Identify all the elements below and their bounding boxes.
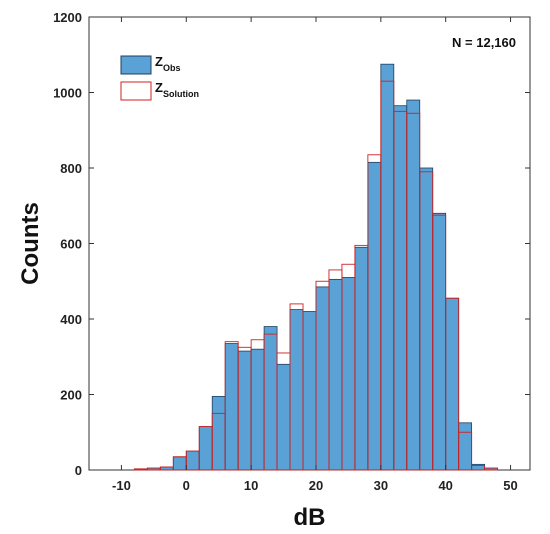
x-tick-label: 10	[244, 478, 258, 493]
sample-count-annotation: N = 12,160	[452, 35, 516, 50]
x-axis-label: dB	[294, 504, 326, 531]
plot-area: -10 0 10 20 30 40 50 0 200 400 600 800 1000 1200	[53, 10, 531, 493]
obs-bars	[133, 63, 498, 471]
y-tick-label: 1200	[53, 10, 82, 25]
y-tick-label: 0	[75, 463, 82, 478]
obs-bar	[276, 363, 291, 471]
y-tick-label: 600	[60, 237, 82, 252]
obs-bar	[224, 343, 239, 471]
solution-bar	[458, 431, 473, 471]
x-tick-label: 40	[438, 478, 452, 493]
obs-bar	[185, 450, 200, 471]
obs-bar	[172, 456, 187, 471]
obs-bar	[263, 326, 278, 471]
axis-tick-labels: -10 0 10 20 30 40 50 0 200 400 600 800 1000 1200	[53, 10, 518, 493]
axis-ticks	[89, 16, 530, 471]
solution-bar	[445, 297, 460, 471]
obs-bar	[328, 278, 343, 471]
obs-bar	[380, 63, 395, 471]
x-tick-label: 50	[503, 478, 517, 493]
obs-bar	[406, 99, 421, 471]
legend: ZObs ZSolution	[120, 54, 199, 101]
legend-swatch	[120, 55, 152, 75]
solution-bars	[133, 80, 499, 471]
x-tick-label: -10	[112, 478, 131, 493]
x-tick-label: 0	[183, 478, 190, 493]
legend-swatch	[120, 81, 152, 101]
obs-bar	[341, 277, 356, 471]
obs-bar	[250, 348, 265, 471]
obs-bar	[419, 167, 434, 471]
obs-bar	[354, 246, 369, 471]
x-tick-label: 30	[374, 478, 388, 493]
obs-bar	[159, 466, 174, 471]
obs-bar	[289, 309, 304, 471]
obs-bar	[302, 311, 317, 471]
obs-bar	[367, 161, 382, 471]
y-tick-label: 400	[60, 312, 82, 327]
y-tick-label: 200	[60, 388, 82, 403]
obs-bar	[445, 297, 460, 471]
legend-label: ZObs	[155, 54, 180, 73]
y-axis-label: Counts	[17, 202, 44, 285]
obs-bar	[198, 426, 213, 471]
solution-bar	[484, 467, 499, 471]
obs-bar	[458, 422, 473, 471]
x-tick-label: 20	[309, 478, 323, 493]
obs-bar	[432, 212, 447, 471]
obs-bar	[237, 350, 252, 471]
obs-bar	[393, 105, 408, 471]
y-tick-label: 800	[60, 161, 82, 176]
legend-label: ZSolution	[155, 80, 199, 99]
obs-bar	[211, 395, 226, 471]
y-tick-label: 1000	[53, 86, 82, 101]
obs-bar	[315, 286, 330, 471]
